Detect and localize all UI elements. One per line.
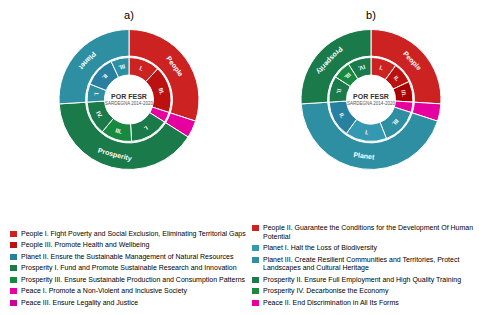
- svg-text:II.: II.: [101, 73, 109, 81]
- svg-text:III.: III.: [115, 127, 124, 135]
- svg-text:III.: III.: [391, 118, 400, 127]
- svg-text:I.: I.: [139, 65, 145, 72]
- svg-text:II.: II.: [393, 74, 401, 82]
- svg-text:III.: III.: [118, 63, 126, 70]
- svg-text:II.: II.: [335, 88, 342, 95]
- html-text:SARDEGNA 2014-2020: SARDEGNA 2014-2020: [105, 100, 153, 106]
- html-text:POR FESR: POR FESR: [353, 92, 389, 100]
- html-text:b): b): [366, 9, 376, 21]
- html-text:People III. Promote Health and: People III. Promote Health and Wellbeing: [21, 241, 150, 248]
- svg-text:Prosperity: Prosperity: [314, 45, 344, 76]
- svg-text:III.: III.: [400, 89, 407, 97]
- svg-text:I.: I.: [93, 92, 99, 97]
- html-text:People II. Guarantee the Condi: People II. Guarantee the Conditions for …: [263, 224, 474, 240]
- svg-text:Prosperity: Prosperity: [97, 147, 133, 163]
- html-text:People I. Fight Poverty and So: People I. Fight Poverty and Social Exclu…: [21, 229, 246, 237]
- svg-text:Planet: Planet: [77, 51, 97, 72]
- html-text:Planet I. Halt the Loss of Bio: Planet I. Halt the Loss of Biodiversity: [263, 244, 377, 251]
- html-text:Peace II. End Discrimination i: Peace II. End Discrimination in All Its …: [263, 298, 399, 306]
- svg-text:I.: I.: [143, 125, 149, 132]
- svg-text:People: People: [164, 55, 184, 78]
- svg-text:II.: II.: [338, 112, 346, 120]
- svg-text:IV.: IV.: [357, 64, 366, 72]
- svg-text:Planet: Planet: [353, 151, 375, 161]
- svg-text:I.: I.: [379, 65, 384, 72]
- html-text:POR FESR: POR FESR: [111, 92, 147, 100]
- html-text:Peace III. Ensure Legality and: Peace III. Ensure Legality and Justice: [21, 298, 139, 306]
- svg-text:IV.: IV.: [95, 110, 104, 119]
- html-text:Prosperity II. Ensure Full Emp: Prosperity II. Ensure Full Employment an…: [263, 275, 461, 283]
- html-text:Peace I. Promote a Non-Violent: Peace I. Promote a Non-Violent and Inclu…: [21, 287, 187, 294]
- html-text:Prosperity III. Ensure Sustain: Prosperity III. Ensure Sustainable Produ…: [21, 275, 246, 283]
- svg-text:People: People: [401, 50, 423, 72]
- html-text:a): a): [124, 9, 134, 21]
- html-text:Prosperity I. Fund and Promote: Prosperity I. Fund and Promote Sustainab…: [21, 264, 237, 271]
- html-text:Prosperity IV. Decarbonise the: Prosperity IV. Decarbonise the Economy: [263, 287, 389, 294]
- html-text:Planet III. Create Resilient C: Planet III. Create Resilient Communities…: [263, 255, 460, 271]
- html-text:Planet II. Ensure the Sustaina: Planet II. Ensure the Sustainable Manage…: [21, 252, 234, 260]
- svg-text:III.: III.: [157, 87, 165, 95]
- svg-text:I.: I.: [365, 129, 369, 135]
- html-text:SARDEGNA 2014-2020: SARDEGNA 2014-2020: [347, 100, 395, 106]
- svg-text:III.: III.: [343, 72, 352, 81]
